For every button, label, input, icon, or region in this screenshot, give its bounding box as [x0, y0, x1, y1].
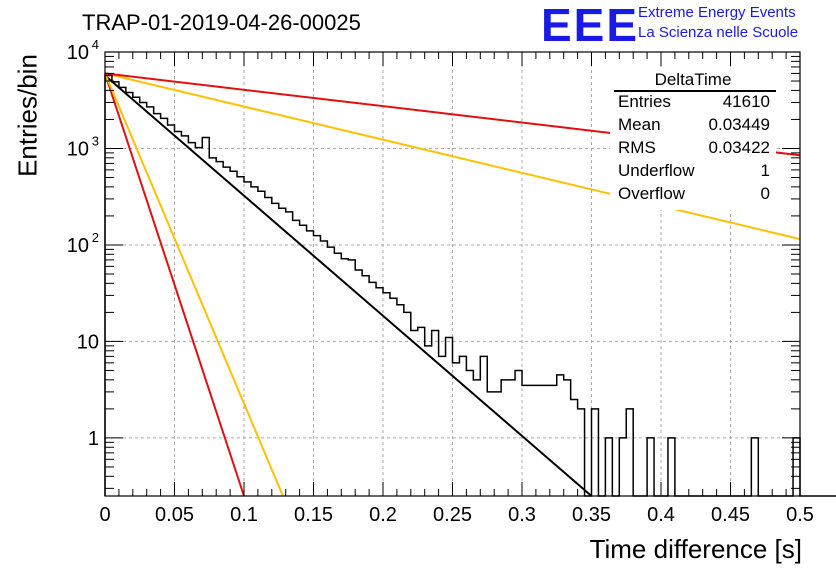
x-tick-label: 0.3	[508, 504, 536, 526]
y-tick-exponent: 2	[92, 230, 99, 245]
x-tick-label: 0.25	[433, 504, 472, 526]
y-tick-label: 1	[88, 428, 99, 450]
stat-row-overflow: Overflow 0	[618, 184, 770, 206]
x-tick-label: 0	[99, 504, 110, 526]
stat-value: 0	[760, 184, 770, 203]
y-tick-label: 10	[67, 138, 89, 160]
y-tick-label: 10	[77, 331, 99, 353]
y-axis-label: Entries/bin	[12, 54, 43, 177]
stat-row-underflow: Underflow 1	[618, 161, 770, 183]
fit-line	[104, 73, 284, 497]
stat-value: 1	[760, 161, 770, 180]
stats-box: DeltaTime Entries 41610 Mean 0.03449 RMS…	[610, 70, 776, 210]
histogram-title: TRAP-01-2019-04-26-00025	[82, 10, 361, 35]
stat-value: 41610	[722, 92, 770, 111]
fit-line	[104, 73, 245, 497]
stat-key: RMS	[618, 138, 656, 157]
x-axis-label: Time difference [s]	[589, 534, 802, 564]
x-tick-label: 0.2	[369, 504, 397, 526]
x-tick-label: 0.05	[155, 504, 194, 526]
fit-line	[104, 72, 801, 241]
stat-key: Mean	[618, 115, 661, 134]
y-tick-exponent: 4	[92, 37, 99, 52]
y-tick-label: 10	[67, 235, 89, 257]
x-tick-label: 0.45	[711, 504, 750, 526]
eee-subtitle-1: Extreme Energy Events	[638, 4, 796, 21]
x-tick-label: 0.15	[294, 504, 333, 526]
stat-row-rms: RMS 0.03422	[618, 138, 770, 160]
stat-key: Underflow	[618, 161, 695, 180]
eee-subtitle-2: La Scienza nelle Scuole	[638, 24, 799, 41]
x-tick-label: 0.4	[647, 504, 675, 526]
fit-line	[104, 74, 593, 497]
stats-title: DeltaTime	[654, 70, 732, 89]
y-tick-label: 10	[67, 42, 89, 64]
stat-value: 0.03449	[708, 115, 770, 134]
x-tick-label: 0.1	[230, 504, 258, 526]
stat-key: Entries	[618, 92, 671, 111]
stat-row-mean: Mean 0.03449	[618, 115, 770, 137]
stat-key: Overflow	[618, 184, 686, 203]
eee-logo: EEE	[541, 0, 640, 51]
stat-value: 0.03422	[708, 138, 770, 157]
axis-ticks: 0 0.05 0.1 0.15 0.2 0.25 0.3 0.35 0.4 0.45 0.51101…	[67, 37, 814, 526]
x-tick-label: 0.35	[572, 504, 611, 526]
x-tick-label: 0.5	[786, 504, 814, 526]
y-tick-exponent: 3	[92, 133, 99, 148]
stats-divider	[614, 90, 776, 92]
stat-row-entries: Entries 41610	[618, 92, 770, 114]
